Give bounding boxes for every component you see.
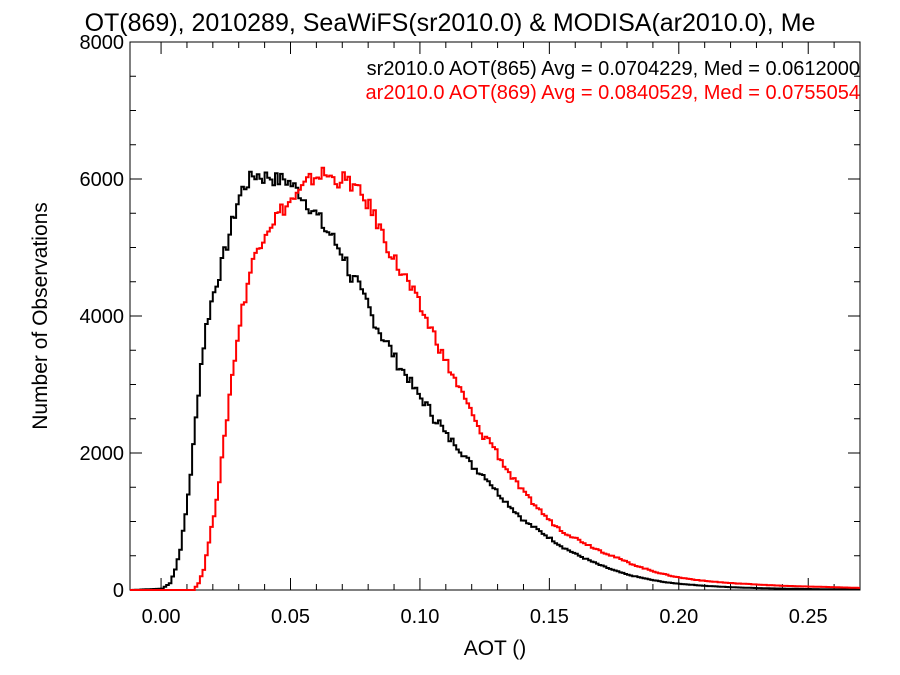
axis-ticks: 0.00 0.05 0.10 0.15 0.20 0.25 0 2000 4000 6000 800… [80, 32, 861, 628]
series-layer [130, 166, 860, 591]
series-line-1 [130, 166, 860, 591]
x-tick-label-5: 0.25 [789, 606, 828, 628]
x-tick-label-1: 0.05 [271, 606, 310, 628]
x-axis-label: AOT () [464, 637, 527, 660]
legend-entry-ar2010: ar2010.0 AOT(869) Avg = 0.0840529, Med =… [366, 82, 860, 104]
y-tick-label-0: 0 [113, 580, 124, 602]
x-tick-label-0: 0.00 [142, 606, 181, 628]
y-tick-label-4: 8000 [80, 32, 125, 54]
y-tick-label-1: 2000 [80, 443, 125, 465]
x-tick-label-4: 0.20 [659, 606, 698, 628]
plot-frame [129, 41, 861, 591]
x-tick-label-2: 0.10 [400, 606, 439, 628]
y-tick-label-2: 4000 [80, 306, 125, 328]
series-line-0 [130, 170, 860, 591]
y-axis-label: Number of Observations [29, 202, 52, 430]
chart-title: OT(869), 2010289, SeaWiFS(sr2010.0) & MO… [85, 9, 816, 37]
x-tick-label-3: 0.15 [530, 606, 569, 628]
y-tick-label-3: 6000 [80, 169, 125, 191]
legend-entry-sr2010: sr2010.0 AOT(865) Avg = 0.0704229, Med =… [367, 58, 860, 80]
